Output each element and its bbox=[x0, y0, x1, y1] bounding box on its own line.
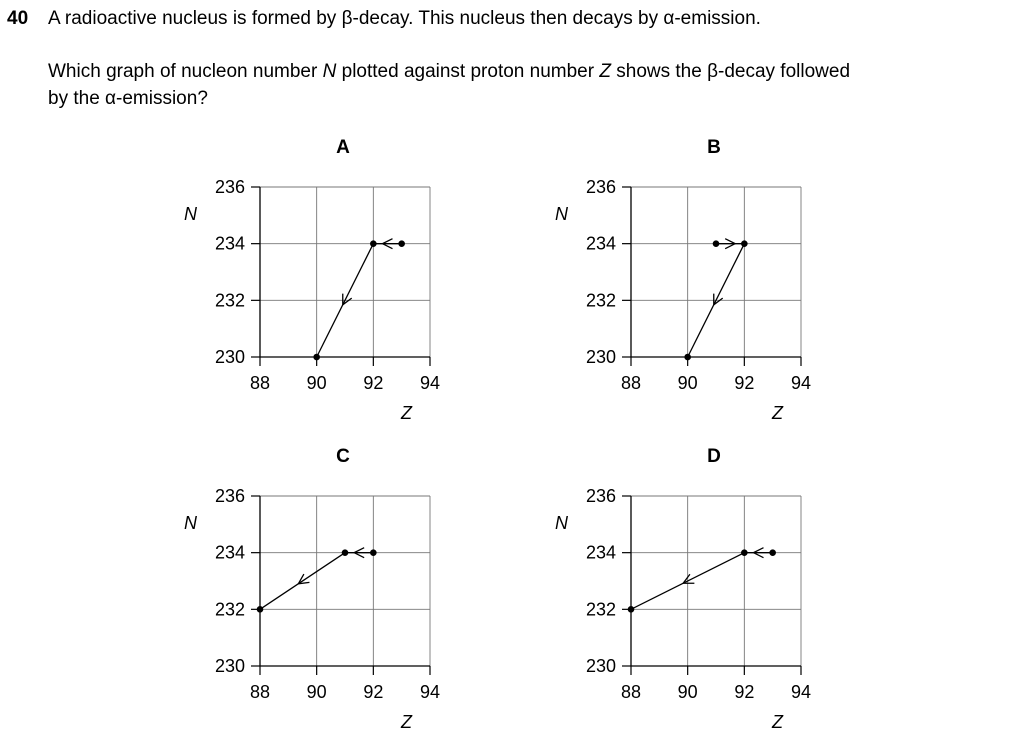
question-number: 40 bbox=[7, 8, 29, 29]
data-point bbox=[398, 240, 405, 247]
x-axis-label: Z bbox=[400, 712, 413, 732]
x-axis-label: Z bbox=[400, 403, 413, 423]
y-tick-label: 230 bbox=[215, 656, 245, 676]
x-tick-label: 92 bbox=[363, 373, 383, 393]
y-tick-label: 234 bbox=[215, 543, 245, 563]
data-point bbox=[341, 549, 349, 556]
decay-arrowhead bbox=[381, 238, 393, 250]
x-tick-label: 94 bbox=[791, 373, 811, 393]
y-axis-label: N bbox=[555, 513, 569, 533]
decay-arrowhead bbox=[297, 573, 310, 585]
data-point bbox=[370, 549, 377, 556]
option-label-c[interactable]: C bbox=[336, 446, 350, 467]
decay-arrowhead bbox=[724, 238, 737, 250]
data-point bbox=[313, 353, 320, 361]
option-label-b[interactable]: B bbox=[707, 137, 721, 158]
x-tick-label: 90 bbox=[307, 373, 327, 393]
data-point bbox=[370, 240, 377, 247]
x-tick-label: 90 bbox=[678, 373, 698, 393]
question-text-part: shows the β-decay followed bbox=[610, 61, 851, 82]
decay-segment bbox=[687, 243, 745, 358]
option-label-d[interactable]: D bbox=[707, 446, 721, 467]
variable-z: Z bbox=[599, 61, 611, 82]
question-text-line2: Which graph of nucleon number N plotted … bbox=[48, 61, 850, 83]
y-axis-label: N bbox=[184, 204, 198, 224]
y-tick-label: 234 bbox=[215, 234, 245, 254]
decay-arrowhead bbox=[342, 293, 353, 307]
x-tick-label: 90 bbox=[678, 682, 698, 702]
y-tick-label: 234 bbox=[586, 234, 616, 254]
graph-b: 230 232 234 236 88 90 92 94 N Z bbox=[555, 177, 811, 423]
graph-a: 230 232 234 236 88 90 92 94 N Z bbox=[184, 177, 440, 423]
x-axis-label: Z bbox=[771, 403, 784, 423]
question-text-line1: A radioactive nucleus is formed by β-dec… bbox=[48, 8, 761, 29]
decay-arrowhead bbox=[752, 547, 764, 559]
data-point bbox=[741, 549, 748, 556]
decay-segment bbox=[316, 243, 374, 358]
question-text-part: Which graph of nucleon number bbox=[48, 61, 323, 82]
x-tick-label: 88 bbox=[250, 373, 270, 393]
y-tick-label: 230 bbox=[586, 347, 616, 367]
data-point bbox=[769, 549, 776, 556]
y-tick-label: 230 bbox=[586, 656, 616, 676]
data-point bbox=[256, 606, 264, 613]
y-tick-label: 232 bbox=[586, 290, 616, 310]
data-point bbox=[627, 606, 635, 613]
variable-n: N bbox=[322, 61, 337, 82]
x-tick-label: 88 bbox=[250, 682, 270, 702]
decay-arrowhead bbox=[681, 573, 695, 584]
decay-segment bbox=[630, 552, 745, 610]
data-point bbox=[684, 353, 691, 361]
y-axis-label: N bbox=[555, 204, 569, 224]
graph-c: 230 232 234 236 88 90 92 94 N Z bbox=[184, 486, 440, 732]
x-tick-label: 88 bbox=[621, 373, 641, 393]
x-tick-label: 94 bbox=[791, 682, 811, 702]
x-axis-label: Z bbox=[771, 712, 784, 732]
y-tick-label: 232 bbox=[586, 599, 616, 619]
y-tick-label: 236 bbox=[215, 177, 245, 197]
y-tick-label: 230 bbox=[215, 347, 245, 367]
decay-segment bbox=[259, 552, 346, 610]
x-tick-label: 90 bbox=[307, 682, 327, 702]
decay-arrowhead bbox=[713, 293, 724, 307]
x-tick-label: 92 bbox=[734, 373, 754, 393]
question-text-line3: by the α-emission? bbox=[48, 88, 208, 109]
x-tick-label: 92 bbox=[363, 682, 383, 702]
y-tick-label: 232 bbox=[215, 599, 245, 619]
y-tick-label: 236 bbox=[215, 486, 245, 506]
data-point bbox=[712, 240, 720, 247]
option-label-a[interactable]: A bbox=[336, 137, 350, 158]
graph-d: 230 232 234 236 88 90 92 94 N Z bbox=[555, 486, 811, 732]
y-axis-label: N bbox=[184, 513, 198, 533]
y-tick-label: 232 bbox=[215, 290, 245, 310]
x-tick-label: 94 bbox=[420, 373, 440, 393]
data-point bbox=[741, 240, 748, 247]
x-tick-label: 92 bbox=[734, 682, 754, 702]
y-tick-label: 236 bbox=[586, 486, 616, 506]
question-text-part: plotted against proton number bbox=[336, 61, 600, 82]
y-tick-label: 236 bbox=[586, 177, 616, 197]
x-tick-label: 94 bbox=[420, 682, 440, 702]
y-tick-label: 234 bbox=[586, 543, 616, 563]
x-tick-label: 88 bbox=[621, 682, 641, 702]
decay-arrowhead bbox=[352, 547, 365, 559]
